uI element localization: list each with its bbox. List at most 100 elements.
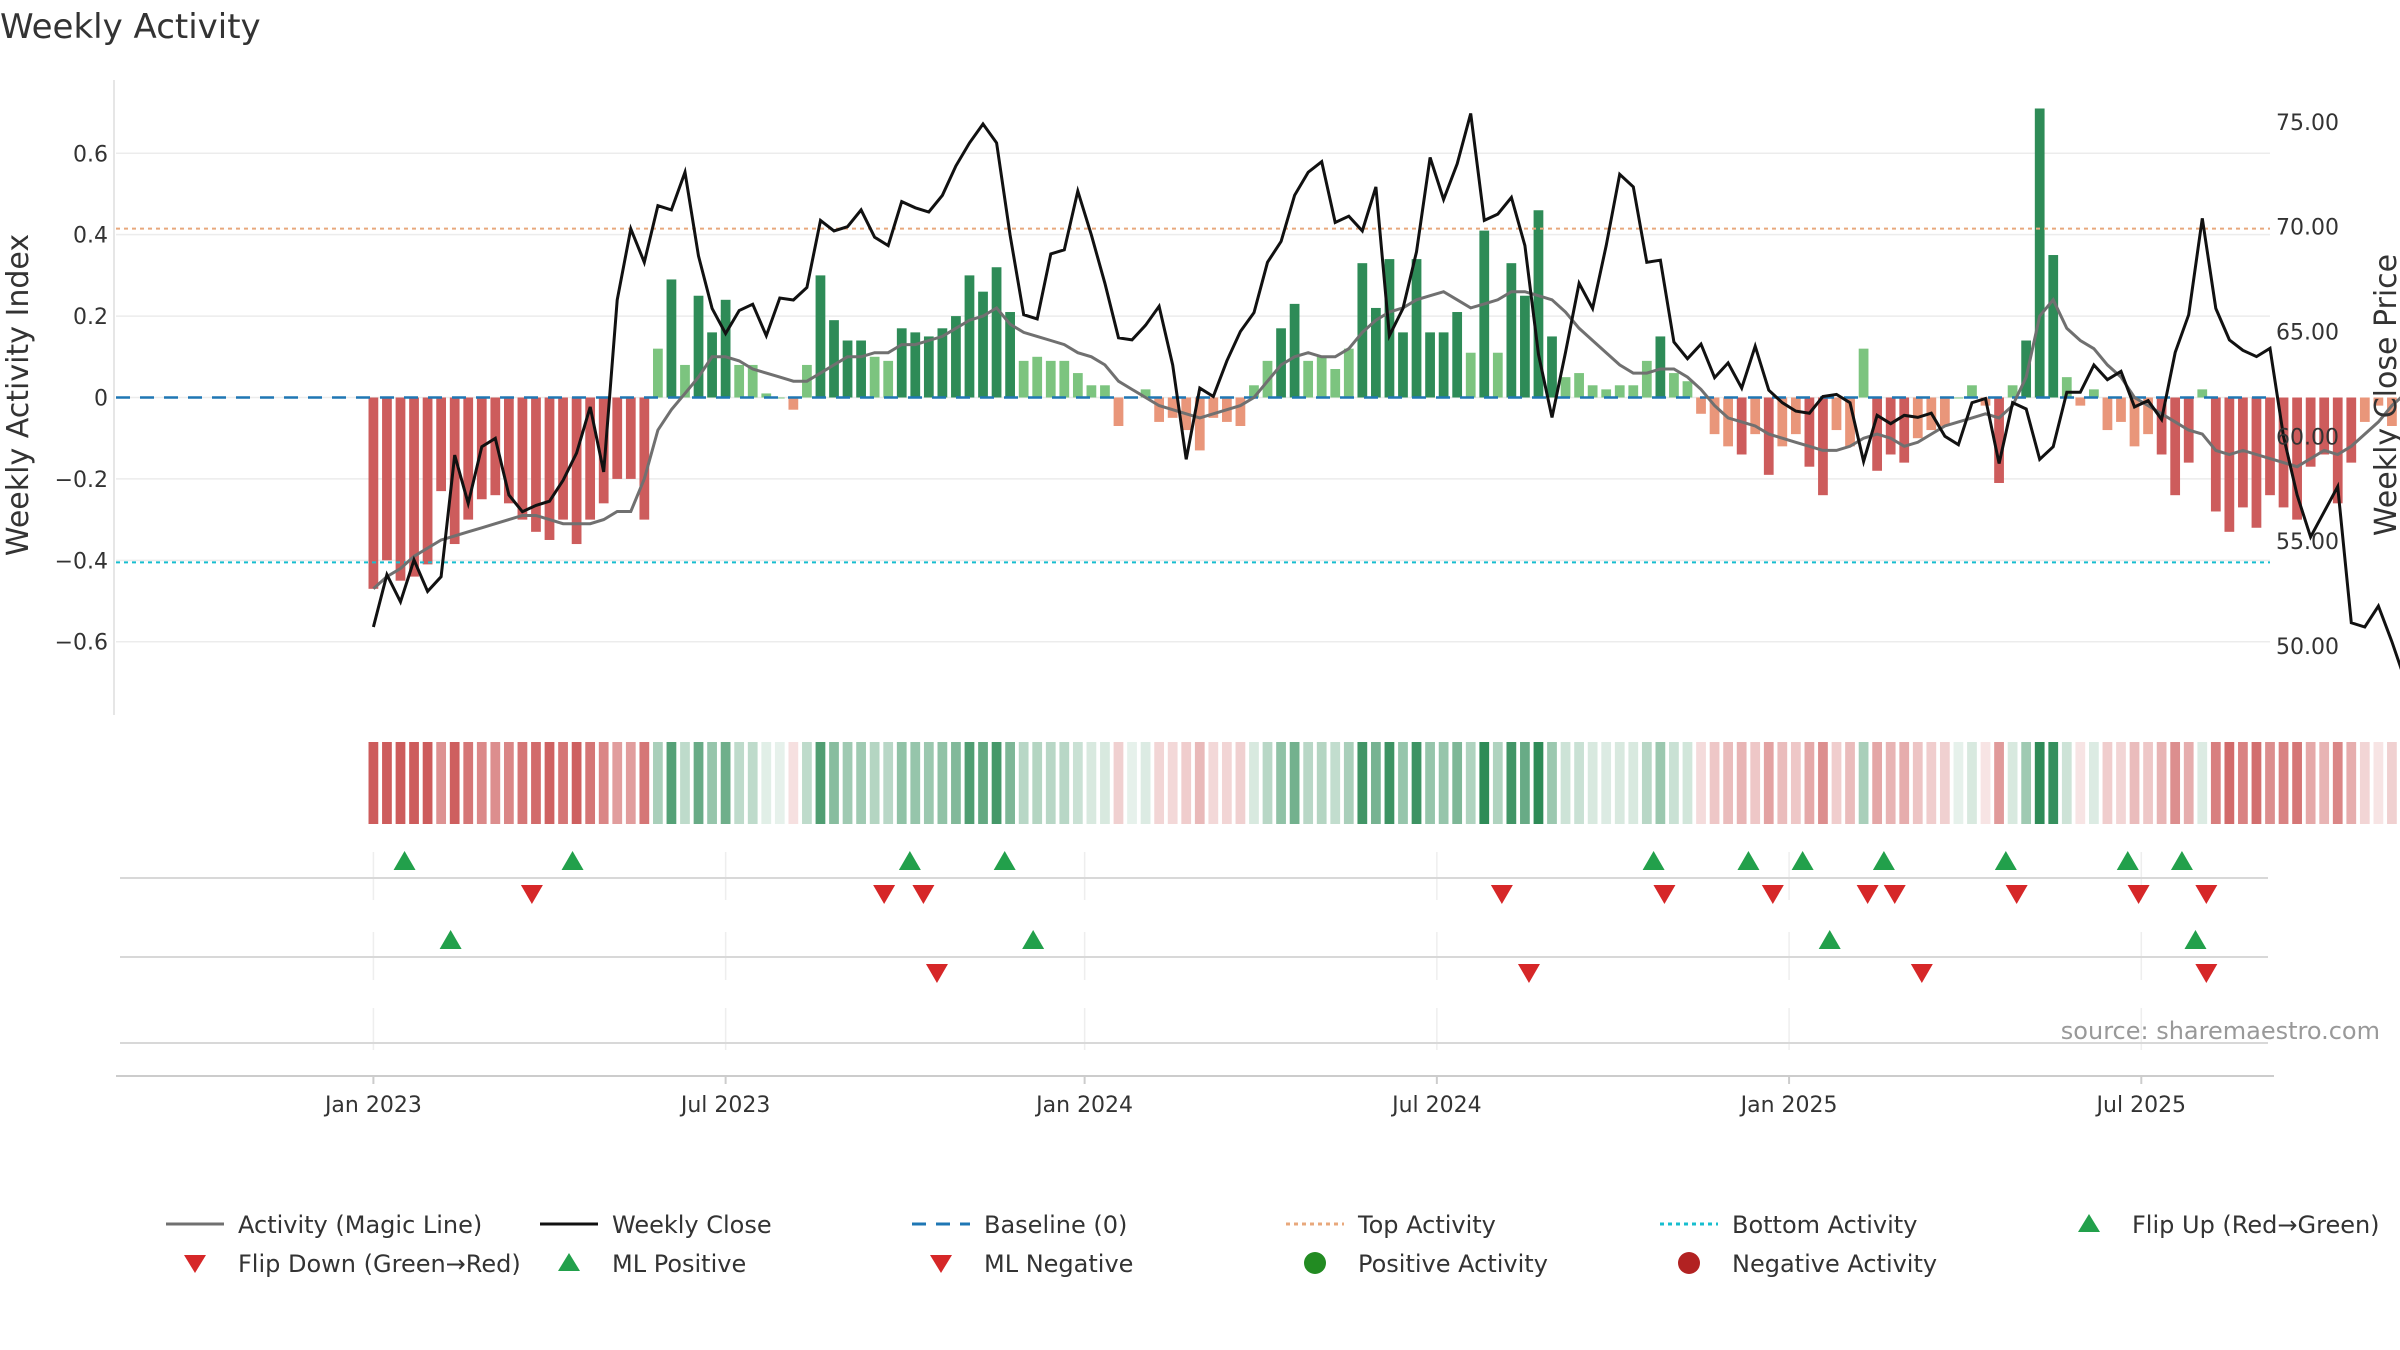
activity-bar-negative: [598, 397, 609, 504]
activity-bar-positive: [1533, 210, 1544, 398]
activity-bar-negative: [2116, 397, 2126, 422]
activity-bar-negative: [1831, 397, 1842, 431]
y-axis-label-left: Weekly Activity Index: [1, 234, 36, 556]
activity-bar-positive: [1506, 263, 1517, 398]
legend-label: Positive Activity: [1358, 1250, 1548, 1278]
legend-swatch-up-triangle: [558, 1253, 580, 1271]
flip-up-marker: [1642, 851, 1665, 870]
activity-bar-negative: [1709, 397, 1720, 435]
flip-down-marker: [1856, 885, 1879, 904]
heat-cell: [1398, 742, 1408, 824]
activity-bar-negative: [2305, 397, 2316, 467]
heat-cell: [544, 742, 555, 824]
activity-bar-negative: [2265, 397, 2275, 496]
x-tick-label: Jul 2023: [679, 1093, 771, 1118]
activity-bar-negative: [2332, 397, 2343, 504]
activity-bar-negative: [2075, 397, 2086, 406]
heat-cell: [1262, 742, 1273, 824]
heat-cell: [1045, 742, 1056, 824]
activity-bar-positive: [1601, 389, 1612, 398]
flip-up-marker: [393, 851, 416, 870]
x-tick-label: Jan 2023: [323, 1093, 422, 1118]
activity-bar-negative: [2278, 397, 2289, 508]
heat-cell: [1763, 742, 1774, 824]
heat-cell: [1235, 742, 1246, 824]
legend-swatch-positive-circle: [1304, 1252, 1326, 1274]
heat-cell: [1574, 742, 1584, 824]
activity-bar-positive: [1018, 360, 1029, 398]
ml-positive-marker: [2184, 930, 2207, 949]
activity-bar-positive: [910, 332, 921, 398]
heat-cell: [2346, 742, 2357, 824]
flip-up-marker: [898, 851, 921, 870]
ml-positive-marker: [439, 930, 462, 949]
activity-bar-positive: [774, 397, 785, 399]
heat-cell: [2387, 742, 2397, 824]
activity-bar-positive: [1357, 263, 1368, 398]
flip-up-marker: [993, 851, 1016, 870]
y-tick-label-left: 0: [94, 387, 108, 412]
activity-bar-negative: [2129, 397, 2140, 447]
heat-cell: [1858, 742, 1869, 824]
activity-bar-negative: [2251, 397, 2262, 528]
activity-bar-negative: [1736, 397, 1747, 455]
heat-cell: [2251, 742, 2262, 824]
heat-cell: [829, 742, 839, 824]
heat-cell: [2116, 742, 2126, 824]
activity-bar-positive: [1140, 389, 1151, 398]
activity-bar-positive: [869, 356, 880, 398]
y-tick-label-left: −0.6: [55, 631, 108, 656]
activity-bar-positive: [964, 275, 975, 398]
activity-bar-negative: [2387, 397, 2397, 426]
heat-cell: [802, 742, 812, 824]
x-tick-label: Jul 2024: [1390, 1093, 1482, 1118]
activity-bar-positive: [2197, 389, 2208, 398]
heat-cell: [1059, 742, 1070, 824]
flip-up-marker: [1791, 851, 1814, 870]
flip-down-marker: [1490, 885, 1513, 904]
activity-bar-positive: [1452, 312, 1463, 398]
legend-label: ML Positive: [612, 1250, 746, 1278]
heat-cell: [1560, 742, 1571, 824]
activity-bar-positive: [1641, 360, 1652, 398]
activity-bar-positive: [1967, 385, 1977, 398]
heat-cell: [1520, 742, 1530, 824]
heat-cell: [1845, 742, 1855, 824]
heat-cell: [2210, 742, 2221, 824]
activity-bar-negative: [1194, 397, 1205, 451]
heat-cell: [1628, 742, 1639, 824]
activity-bar-negative: [1696, 397, 1706, 414]
activity-bar-negative: [1818, 397, 1828, 496]
activity-bar-negative: [382, 397, 392, 561]
activity-bar-negative: [422, 397, 433, 565]
heat-cell: [1357, 742, 1368, 824]
heat-cell: [476, 742, 487, 824]
heat-cell: [666, 742, 677, 824]
chart-title: Weekly Activity: [0, 7, 261, 47]
heat-cell: [1601, 742, 1612, 824]
heat-cell: [2102, 742, 2113, 824]
activity-bar-positive: [1072, 373, 1083, 398]
activity-bar-negative: [517, 397, 528, 520]
ml-negative-marker: [925, 964, 948, 983]
activity-bar-positive: [1249, 385, 1259, 398]
flip-up-marker: [1994, 851, 2017, 870]
activity-bar-negative: [2102, 397, 2113, 431]
activity-bar-positive: [1303, 360, 1314, 398]
activity-bar-positive: [2021, 340, 2032, 398]
activity-bar-positive: [842, 340, 853, 398]
activity-bar-negative: [1154, 397, 1165, 422]
activity-bar-negative: [2359, 397, 2370, 422]
heat-cell: [693, 742, 704, 824]
activity-bar-negative: [612, 397, 623, 479]
activity-bar-positive: [1032, 356, 1043, 398]
y-tick-label-right: 75.00: [2276, 111, 2339, 136]
signal-markers: [393, 851, 2218, 983]
legend-swatch-up-triangle: [2078, 1214, 2100, 1232]
ml-negative-marker: [1910, 964, 1933, 983]
heat-cell: [1303, 742, 1314, 824]
activity-bar-positive: [693, 295, 704, 398]
flip-up-marker: [561, 851, 584, 870]
flip-down-marker: [873, 885, 896, 904]
heat-cell: [761, 742, 772, 824]
